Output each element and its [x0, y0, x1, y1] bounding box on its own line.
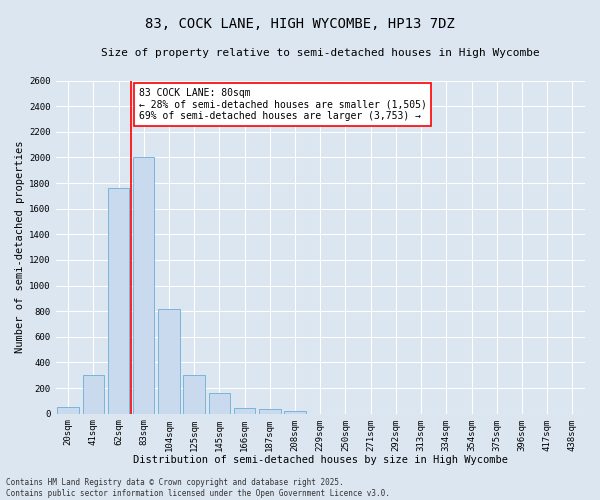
Bar [259, 409, 281, 414]
Bar [209, 393, 230, 413]
Bar [108, 188, 129, 414]
Text: 83, COCK LANE, HIGH WYCOMBE, HP13 7DZ: 83, COCK LANE, HIGH WYCOMBE, HP13 7DZ [145, 18, 455, 32]
Text: 83 COCK LANE: 80sqm
← 28% of semi-detached houses are smaller (1,505)
69% of sem: 83 COCK LANE: 80sqm ← 28% of semi-detach… [139, 88, 427, 122]
Bar [133, 158, 154, 414]
Bar [284, 411, 306, 414]
X-axis label: Distribution of semi-detached houses by size in High Wycombe: Distribution of semi-detached houses by … [133, 455, 508, 465]
Bar [234, 408, 256, 414]
Title: Size of property relative to semi-detached houses in High Wycombe: Size of property relative to semi-detach… [101, 48, 539, 58]
Bar [184, 376, 205, 414]
Bar [83, 376, 104, 414]
Text: Contains HM Land Registry data © Crown copyright and database right 2025.
Contai: Contains HM Land Registry data © Crown c… [6, 478, 390, 498]
Bar [158, 308, 180, 414]
Y-axis label: Number of semi-detached properties: Number of semi-detached properties [15, 141, 25, 354]
Bar [58, 408, 79, 414]
